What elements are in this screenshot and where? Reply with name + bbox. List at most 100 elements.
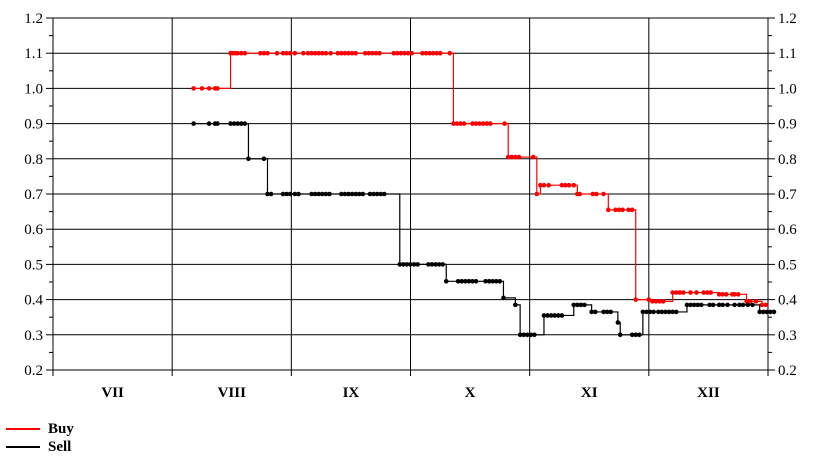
- data-point: [644, 309, 649, 315]
- y-tick-label-left: 1.1: [24, 46, 43, 62]
- data-point: [408, 262, 413, 267]
- data-point: [633, 297, 639, 302]
- data-point: [656, 309, 661, 315]
- data-point: [235, 50, 241, 56]
- data-point: [592, 309, 598, 315]
- data-point: [405, 50, 411, 56]
- axis-labels: 0.2 0.2 0.3 0.3 0.4 0.4 0.5 0.5 0.6 0.6 0.7 0.7 0.8 0…: [24, 11, 797, 401]
- data-point: [231, 121, 237, 126]
- data-point: [617, 332, 623, 338]
- y-tick-label-right: 0.4: [778, 293, 797, 309]
- data-point: [720, 292, 726, 297]
- data-point: [335, 50, 341, 56]
- data-point: [427, 50, 432, 56]
- data-point: [763, 302, 768, 308]
- data-point: [312, 191, 318, 197]
- data-point: [616, 207, 622, 213]
- data-point: [409, 50, 414, 56]
- data-point: [327, 191, 332, 197]
- data-point: [563, 182, 568, 188]
- data-point: [287, 50, 293, 56]
- y-tick-label-right: 1.2: [778, 11, 797, 27]
- data-point: [362, 50, 368, 56]
- data-point: [320, 191, 325, 197]
- data-point: [601, 309, 606, 315]
- data-point: [366, 50, 372, 56]
- data-point: [524, 332, 530, 338]
- data-point: [578, 302, 584, 308]
- data-point: [757, 309, 762, 315]
- data-point: [398, 50, 404, 56]
- data-point: [436, 262, 442, 267]
- data-point: [451, 121, 456, 126]
- data-point: [323, 191, 329, 197]
- data-point: [397, 262, 403, 267]
- data-point: [370, 50, 375, 56]
- data-point: [261, 156, 267, 162]
- legend-item-sell: Sell: [6, 438, 74, 456]
- series-line: [193, 52, 766, 306]
- data-point: [402, 50, 407, 56]
- data-point: [673, 309, 679, 315]
- y-tick-label-left: 0.9: [24, 117, 43, 133]
- data-point: [740, 302, 746, 308]
- data-point: [753, 299, 759, 304]
- data-point: [494, 278, 499, 284]
- data-point: [242, 121, 248, 126]
- data-point: [280, 191, 286, 197]
- data-point: [461, 121, 467, 126]
- data-point: [629, 207, 635, 213]
- data-point: [571, 302, 577, 308]
- data-point: [582, 302, 587, 308]
- data-point: [670, 290, 675, 295]
- data-point: [191, 121, 196, 126]
- data-point: [571, 182, 577, 188]
- data-point: [377, 50, 382, 56]
- data-point: [486, 278, 492, 284]
- data-point: [443, 278, 449, 284]
- data-point: [502, 121, 507, 126]
- data-point: [316, 191, 322, 197]
- y-tick-label-left: 0.7: [24, 187, 43, 203]
- data-point: [477, 121, 482, 126]
- data-point: [206, 121, 212, 126]
- data-point: [694, 290, 699, 295]
- data-point: [437, 50, 443, 56]
- legend: Buy Sell: [6, 420, 74, 456]
- data-point: [657, 299, 662, 304]
- data-point: [626, 207, 631, 213]
- data-point: [292, 191, 298, 197]
- data-point: [735, 292, 741, 297]
- data-point: [659, 309, 665, 315]
- data-point: [513, 302, 518, 308]
- data-point: [404, 262, 410, 267]
- data-point: [633, 332, 639, 338]
- data-point: [434, 50, 440, 56]
- data-point: [760, 309, 766, 315]
- data-point: [698, 302, 704, 308]
- data-point: [459, 278, 465, 284]
- y-tick-label-left: 0.4: [24, 293, 43, 309]
- data-point: [215, 86, 220, 91]
- data-point: [367, 191, 373, 197]
- data-point: [426, 262, 431, 267]
- series-layer: [191, 50, 777, 338]
- data-point: [360, 191, 366, 197]
- data-point: [750, 302, 755, 308]
- data-point: [541, 313, 547, 318]
- data-point: [473, 278, 479, 284]
- data-point: [228, 121, 233, 126]
- data-point: [296, 191, 301, 197]
- data-point: [497, 278, 503, 284]
- data-point: [199, 86, 205, 91]
- y-tick-label-right: 0.6: [778, 222, 797, 238]
- y-tick-label-right: 0.2: [778, 363, 797, 379]
- y-tick-label-right: 1.0: [778, 81, 797, 97]
- data-point: [640, 309, 646, 315]
- data-point: [509, 154, 515, 160]
- data-point: [463, 278, 468, 284]
- data-point: [346, 191, 351, 197]
- data-point: [284, 50, 289, 56]
- data-point: [532, 332, 537, 338]
